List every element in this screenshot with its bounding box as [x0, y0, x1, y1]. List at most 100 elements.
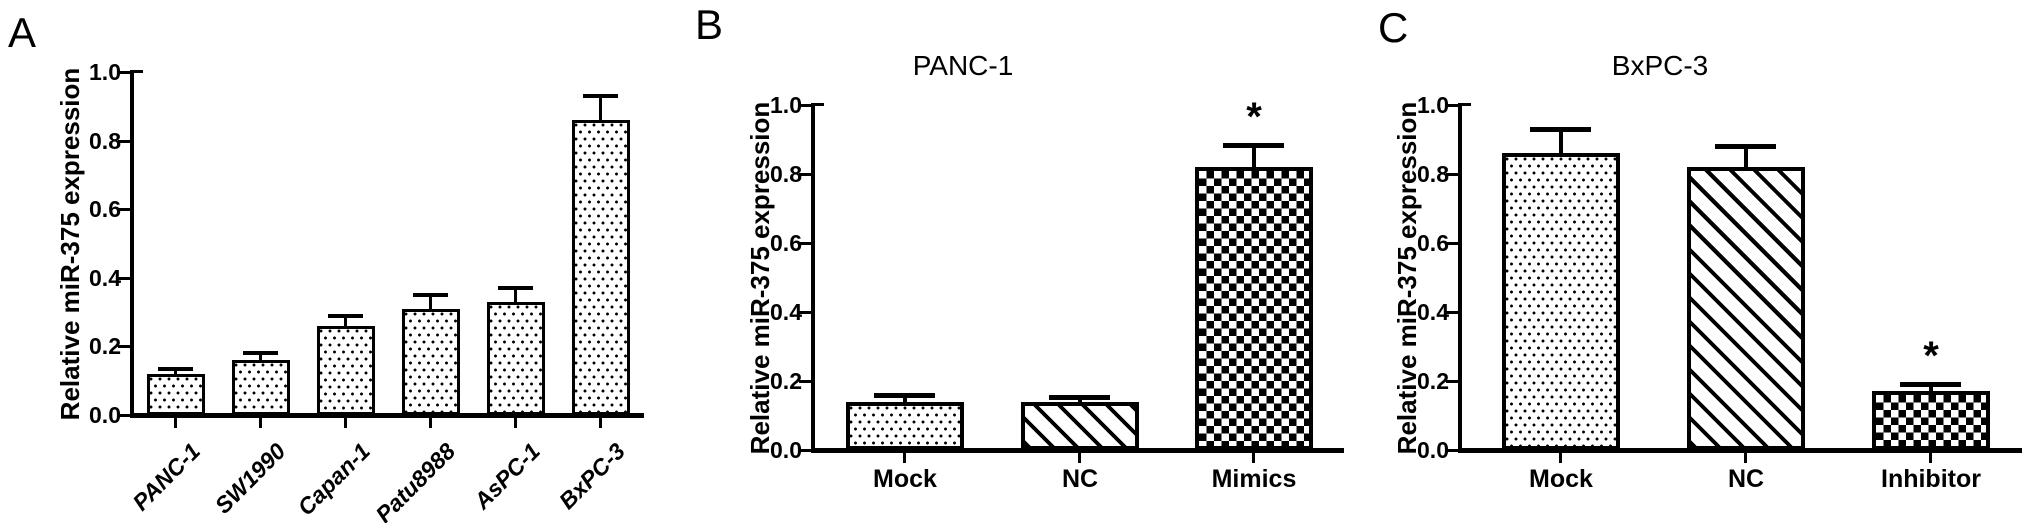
y-tick-label: 0.8: [1417, 161, 1449, 187]
error-bar-cap: [874, 393, 935, 398]
y-tick-label: 0.4: [1417, 299, 1449, 325]
y-axis-label: Relative miR-375 expression: [55, 67, 85, 420]
error-bar-cap: [1715, 144, 1776, 149]
y-tick-mark: [799, 242, 811, 245]
error-bar-cap: [583, 94, 618, 98]
bar-mock: [1502, 153, 1620, 450]
error-bar-cap: [243, 351, 278, 355]
significance-asterisk: *: [1246, 95, 1262, 139]
y-tick-label: 0.0: [1417, 437, 1449, 463]
y-axis-label: Relative miR-375 expression: [745, 101, 775, 454]
x-label-panc-1: PANC-1: [127, 437, 206, 516]
x-label-sw1990: SW1990: [209, 437, 291, 519]
panel-letter: A: [8, 9, 37, 56]
y-tick-mark: [118, 71, 130, 74]
x-tick-mark: [1252, 453, 1255, 463]
bar-capan-1: [317, 326, 375, 415]
error-bar-stem: [344, 316, 347, 329]
x-tick-mark: [174, 418, 177, 428]
panel-letter: B: [695, 1, 724, 48]
x-label-mock: Mock: [873, 465, 937, 493]
bar-aspc-1: [487, 302, 545, 415]
y-tick-mark: [799, 104, 811, 107]
x-tick-mark: [1559, 453, 1562, 463]
y-tick-mark: [118, 276, 130, 280]
x-tick-mark: [1078, 453, 1081, 463]
y-tick-label: 0.0: [89, 402, 121, 428]
y-tick-label: 0.6: [770, 230, 802, 256]
y-tick-label: 0.8: [89, 127, 121, 154]
error-bar-stem: [1929, 384, 1933, 394]
x-tick-mark: [1744, 453, 1747, 463]
x-label-inhibitor: Inhibitor: [1881, 465, 1981, 493]
panel-c: C BxPC-3 Relative miR-375 expression 0.0 0.2…: [1360, 0, 2031, 523]
chart-title: BxPC-3: [1611, 50, 1709, 81]
error-bar-cap: [1900, 382, 1961, 387]
y-tick-label: 1.0: [89, 59, 121, 85]
x-tick-mark: [1929, 453, 1932, 463]
bar-nc: [1021, 402, 1139, 450]
x-tick-mark: [514, 418, 517, 428]
x-label-nc: NC: [1727, 465, 1765, 493]
y-tick-mark: [1446, 173, 1458, 176]
y-tick-label: 0.8: [770, 161, 802, 187]
error-bar-stem: [1252, 145, 1256, 170]
error-bar-stem: [1078, 397, 1082, 405]
error-bar-cap: [328, 314, 363, 318]
error-bar-cap: [498, 286, 533, 290]
y-axis-top-stub-icon: [813, 103, 824, 106]
error-bar-stem: [599, 96, 602, 123]
error-bar-cap: [1530, 127, 1591, 132]
bar-inhibitor: [1872, 391, 1990, 450]
y-tick-label: 0.2: [770, 368, 802, 394]
y-tick-mark: [799, 173, 811, 176]
y-tick-label: 0.6: [1417, 230, 1449, 256]
error-bar-stem: [174, 369, 177, 377]
y-axis-top-stub-icon: [1460, 103, 1471, 106]
y-tick-mark: [799, 311, 811, 314]
panel-b: B PANC-1 Relative miR-375 expression 0.0 0.2…: [680, 0, 1360, 523]
y-tick-mark: [1446, 311, 1458, 314]
error-bar-cap: [1049, 395, 1110, 400]
y-tick-mark: [799, 449, 811, 452]
error-bar-stem: [514, 288, 517, 305]
y-tick-label: 0.0: [770, 437, 802, 463]
error-bar-cap: [158, 367, 193, 371]
x-label-bxpc-3: BxPC-3: [553, 437, 631, 515]
x-label-mimics: Mimics: [1211, 465, 1297, 493]
y-tick-mark: [1446, 242, 1458, 245]
error-bar-stem: [429, 295, 432, 312]
panel-letter: C: [1378, 4, 1409, 51]
y-tick-mark: [799, 380, 811, 383]
y-tick-label: 1.0: [1417, 92, 1449, 118]
significance-asterisk: *: [1923, 334, 1939, 378]
bar-mimics: [1195, 167, 1313, 450]
y-tick-label: 0.2: [89, 333, 121, 360]
bar-mock: [846, 402, 964, 450]
error-bar-stem: [1744, 146, 1748, 170]
panel-a: A Relative miR-375 expression 0.0 0.2 0.4 0.6…: [0, 0, 680, 523]
y-axis-line: [811, 103, 815, 453]
x-tick-mark: [344, 418, 347, 428]
x-tick-mark: [903, 453, 906, 463]
error-bar-stem: [259, 353, 262, 363]
bar-bxpc-3: [572, 120, 630, 415]
bar-sw1990: [232, 360, 290, 415]
y-tick-mark: [1446, 449, 1458, 452]
y-tick-label: 1.0: [770, 92, 802, 118]
y-axis-top-stub-icon: [132, 70, 143, 73]
x-tick-mark: [259, 418, 262, 428]
x-label-patu8988: Patu8988: [370, 437, 461, 523]
y-tick-mark: [1446, 380, 1458, 383]
y-tick-mark: [118, 345, 130, 349]
chart-title: PANC-1: [912, 50, 1014, 81]
y-axis-label: Relative miR-375 expression: [1392, 101, 1422, 454]
y-tick-mark: [118, 208, 130, 212]
y-tick-label: 0.4: [89, 264, 121, 291]
bar-nc: [1687, 167, 1805, 450]
error-bar-cap: [1223, 143, 1284, 148]
y-tick-mark: [118, 139, 130, 143]
y-tick-mark: [1446, 104, 1458, 107]
x-label-mock: Mock: [1529, 465, 1593, 493]
